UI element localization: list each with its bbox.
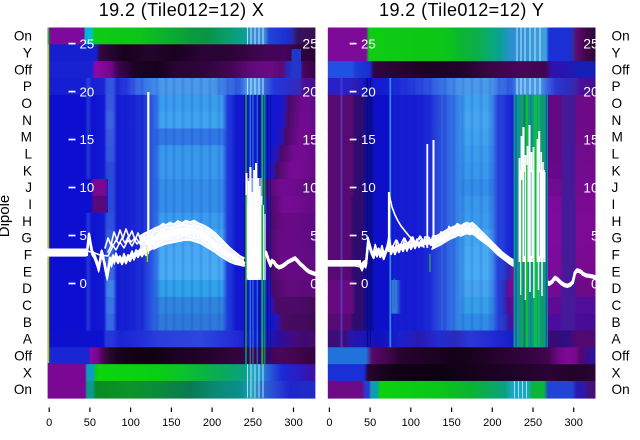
svg-text:20: 20 (583, 83, 599, 99)
svg-text:Off: Off (14, 62, 32, 77)
svg-text:B: B (23, 315, 32, 330)
svg-text:0: 0 (310, 275, 318, 291)
svg-text:5: 5 (361, 228, 368, 243)
svg-text:K: K (612, 163, 621, 178)
svg-text:25: 25 (302, 35, 318, 51)
svg-text:L: L (612, 147, 620, 162)
svg-text:300: 300 (565, 417, 583, 429)
svg-text:H: H (612, 214, 622, 229)
svg-text:25: 25 (583, 35, 599, 51)
svg-text:20: 20 (302, 83, 318, 99)
svg-text:N: N (22, 113, 32, 128)
svg-text:P: P (612, 79, 621, 94)
svg-text:L: L (24, 147, 32, 162)
svg-text:D: D (22, 281, 32, 296)
svg-text:On: On (14, 382, 32, 397)
svg-text:Y: Y (612, 46, 621, 61)
svg-text:X: X (612, 365, 621, 380)
svg-text:H: H (22, 214, 32, 229)
svg-text:Off: Off (612, 62, 630, 77)
svg-text:10: 10 (361, 180, 376, 195)
svg-text:F: F (612, 248, 620, 263)
svg-text:300: 300 (284, 417, 302, 429)
svg-text:G: G (21, 231, 32, 246)
svg-text:10: 10 (302, 179, 318, 195)
svg-text:5: 5 (310, 227, 318, 243)
svg-text:M: M (21, 130, 32, 145)
svg-text:On: On (612, 29, 630, 44)
svg-text:15: 15 (361, 132, 376, 147)
svg-text:19.2 (Tile012=12) Y: 19.2 (Tile012=12) Y (379, 0, 544, 20)
svg-text:5: 5 (591, 227, 599, 243)
svg-text:O: O (612, 96, 623, 111)
svg-text:On: On (612, 382, 630, 397)
svg-text:250: 250 (524, 417, 542, 429)
svg-text:10: 10 (80, 180, 95, 195)
svg-text:25: 25 (80, 36, 95, 51)
svg-text:I: I (28, 197, 32, 212)
svg-text:200: 200 (483, 417, 501, 429)
svg-text:A: A (23, 332, 33, 347)
svg-text:N: N (612, 113, 622, 128)
svg-text:150: 150 (162, 417, 180, 429)
svg-text:A: A (612, 332, 622, 347)
svg-text:50: 50 (364, 417, 376, 429)
svg-text:J: J (25, 180, 32, 195)
svg-text:15: 15 (302, 131, 318, 147)
svg-text:5: 5 (80, 228, 87, 243)
svg-text:I: I (612, 197, 616, 212)
svg-text:F: F (24, 248, 32, 263)
svg-text:250: 250 (244, 417, 262, 429)
svg-text:D: D (612, 281, 622, 296)
svg-text:G: G (612, 231, 623, 246)
svg-text:0: 0 (46, 417, 52, 429)
svg-text:E: E (612, 264, 621, 279)
svg-text:20: 20 (80, 84, 95, 99)
svg-text:15: 15 (80, 132, 95, 147)
svg-text:25: 25 (361, 36, 376, 51)
svg-text:150: 150 (442, 417, 460, 429)
svg-text:10: 10 (583, 179, 599, 195)
svg-text:M: M (612, 130, 623, 145)
svg-text:100: 100 (121, 417, 139, 429)
svg-text:15: 15 (583, 131, 599, 147)
svg-text:P: P (23, 79, 32, 94)
svg-text:50: 50 (84, 417, 96, 429)
svg-text:19.2 (Tile012=12) X: 19.2 (Tile012=12) X (99, 0, 265, 20)
svg-text:Off: Off (612, 349, 630, 364)
svg-text:C: C (22, 298, 32, 313)
svg-text:20: 20 (361, 84, 376, 99)
svg-text:0: 0 (361, 276, 368, 291)
svg-text:E: E (23, 264, 32, 279)
svg-text:O: O (21, 96, 32, 111)
svg-text:K: K (23, 163, 32, 178)
svg-text:C: C (612, 298, 622, 313)
svg-text:Y: Y (23, 46, 32, 61)
svg-text:B: B (612, 315, 621, 330)
svg-text:X: X (23, 365, 32, 380)
svg-text:100: 100 (402, 417, 420, 429)
svg-text:200: 200 (203, 417, 221, 429)
svg-text:On: On (14, 29, 32, 44)
svg-text:0: 0 (326, 417, 332, 429)
svg-text:J: J (612, 180, 619, 195)
svg-text:0: 0 (591, 275, 599, 291)
svg-text:Off: Off (14, 349, 32, 364)
svg-text:Dipole: Dipole (0, 195, 13, 238)
svg-text:0: 0 (80, 276, 87, 291)
